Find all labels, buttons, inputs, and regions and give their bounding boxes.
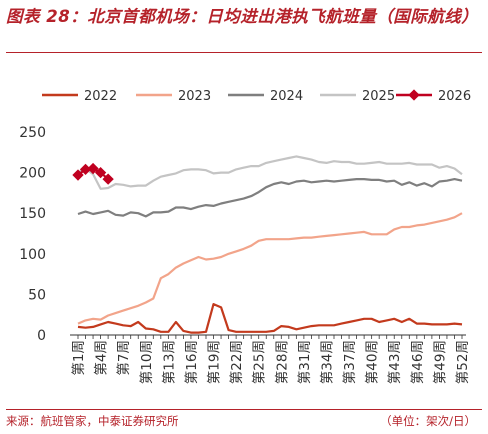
data-point-2026 <box>94 166 107 179</box>
series-line-2025 <box>77 155 463 190</box>
y-tick-label: 200 <box>19 166 46 182</box>
footer-divider <box>6 409 482 410</box>
legend-label-2026: 2026 <box>438 89 471 104</box>
x-tick-label: 第19周 <box>206 340 223 384</box>
x-tick-label: 第28周 <box>273 340 290 384</box>
x-tick-label: 第37周 <box>341 340 358 384</box>
y-tick-label: 250 <box>19 125 46 141</box>
x-tick-label: 第10周 <box>138 340 155 384</box>
x-tick-label: 第40周 <box>364 340 381 384</box>
series-line-2023 <box>77 212 463 325</box>
y-tick-label: 150 <box>19 206 46 222</box>
series-line-2022 <box>77 303 463 334</box>
x-tick-label: 第49周 <box>431 340 448 384</box>
x-tick-label: 第43周 <box>386 340 403 384</box>
y-axis: 0 50 100 150 200 250 <box>19 125 46 344</box>
series-line-2024 <box>77 177 463 218</box>
legend-label-2024: 2024 <box>270 89 303 104</box>
y-tick-label: 100 <box>19 247 46 263</box>
x-tick-label: 第4周 <box>93 340 110 376</box>
legend-label-2025: 2025 <box>362 89 395 104</box>
x-tick-label: 第16周 <box>183 340 200 384</box>
x-tick-label: 第7周 <box>115 340 132 376</box>
line-chart: 2022 2023 2024 2025 2026 0 50 100 150 200 250 第1周… <box>19 89 471 384</box>
x-axis: 第1周 第4周 第7周 第10周 第13周 第16周 第19周 第22周 第25周 第28周 第31… <box>70 334 471 384</box>
y-tick-label: 50 <box>28 287 46 303</box>
legend-label-2022: 2022 <box>84 89 117 104</box>
x-tick-label: 第52周 <box>454 340 471 384</box>
x-tick-label: 第1周 <box>70 340 87 376</box>
x-tick-label: 第31周 <box>296 340 313 384</box>
data-point-2026 <box>72 169 84 181</box>
plot-area <box>72 155 463 334</box>
title-divider <box>6 52 482 53</box>
x-tick-label: 第25周 <box>251 340 268 384</box>
x-tick-label: 第46周 <box>409 340 426 384</box>
source-note: 来源：航班管家，中泰证券研究所 <box>6 414 179 428</box>
data-point-2026 <box>102 173 114 185</box>
data-point-2026 <box>87 162 99 175</box>
x-tick-label: 第34周 <box>318 340 335 384</box>
unit-note: （单位：架次/日） <box>380 414 476 428</box>
legend-label-2023: 2023 <box>178 89 211 104</box>
chart-title: 图表 28：北京首都机场：日均进出港执飞航班量（国际航线） <box>6 7 479 26</box>
data-point-2026 <box>79 163 92 176</box>
x-tick-label: 第13周 <box>160 340 177 384</box>
y-tick-label: 0 <box>37 328 46 344</box>
x-tick-label: 第22周 <box>228 340 245 384</box>
chart-legend: 2022 2023 2024 2025 2026 <box>42 89 471 104</box>
legend-marker-2026 <box>408 89 420 101</box>
